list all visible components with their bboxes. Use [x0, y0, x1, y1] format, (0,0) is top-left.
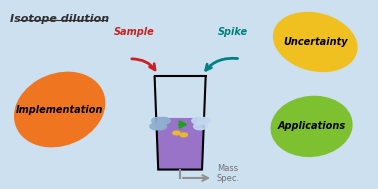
Circle shape	[152, 117, 165, 124]
Text: Sample: Sample	[114, 27, 155, 37]
Circle shape	[157, 117, 170, 124]
Polygon shape	[156, 118, 204, 170]
Ellipse shape	[15, 72, 105, 147]
Circle shape	[180, 133, 187, 137]
Text: Mass
Spec.: Mass Spec.	[217, 164, 240, 183]
Text: Isotope dilution: Isotope dilution	[10, 14, 109, 24]
Text: Uncertainty: Uncertainty	[283, 37, 347, 47]
Text: Implementation: Implementation	[16, 105, 104, 115]
Text: Spike: Spike	[218, 27, 248, 37]
Ellipse shape	[271, 96, 352, 156]
Circle shape	[194, 123, 207, 130]
Ellipse shape	[274, 12, 357, 71]
Circle shape	[153, 123, 167, 130]
Text: Applications: Applications	[277, 121, 345, 131]
Circle shape	[150, 123, 163, 130]
Circle shape	[197, 117, 211, 124]
Circle shape	[173, 131, 180, 135]
Circle shape	[192, 117, 205, 124]
